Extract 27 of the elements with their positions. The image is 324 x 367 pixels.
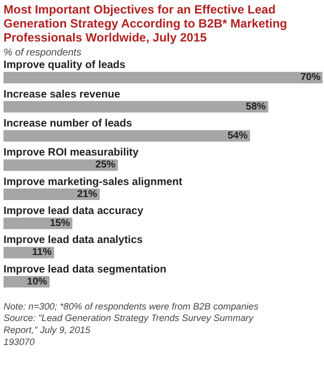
bar <box>4 130 250 142</box>
text: Note: n=300; *80% of respondents were from B2B companies <box>4 302 259 312</box>
bar <box>4 101 268 112</box>
text: Report," July 9, 2015 <box>4 324 92 335</box>
bar <box>4 72 322 84</box>
y-tick-label: Improve ROI measurability <box>4 146 139 159</box>
data-label: 15% <box>50 218 70 229</box>
y-tick-label: Improve lead data accuracy <box>4 205 144 217</box>
y-tick-label: Increase number of leads <box>4 118 132 130</box>
chart-subtitle: % of respondents <box>4 48 82 58</box>
bar <box>4 188 100 200</box>
source-note: Source: "Lead Generation Strategy Trends Survey Summary <box>4 313 255 324</box>
data-label: 11% <box>32 247 52 258</box>
text: 193070 <box>4 337 36 348</box>
data-label: 58% <box>246 101 266 112</box>
data-label: 25% <box>95 160 116 171</box>
data-label: 21% <box>77 188 98 200</box>
data-label: 54% <box>228 130 248 142</box>
y-tick-label: Increase sales revenue <box>4 88 120 100</box>
chart-title: Most Important Objectives for an Effective Lead Generation Strategy According to B2B* Marketing Professionals Worldwide, July 2015 <box>4 2 288 44</box>
y-tick-label: Improve lead data analytics <box>4 234 143 246</box>
data-label: 70% <box>300 72 321 84</box>
y-tick-label: Improve lead data segmentation <box>4 263 166 276</box>
bar <box>4 159 118 171</box>
y-tick-label: Improve quality of leads <box>4 59 126 72</box>
y-tick-label: Improve marketing-sales alignment <box>4 176 183 188</box>
data-label: 10% <box>27 276 48 288</box>
